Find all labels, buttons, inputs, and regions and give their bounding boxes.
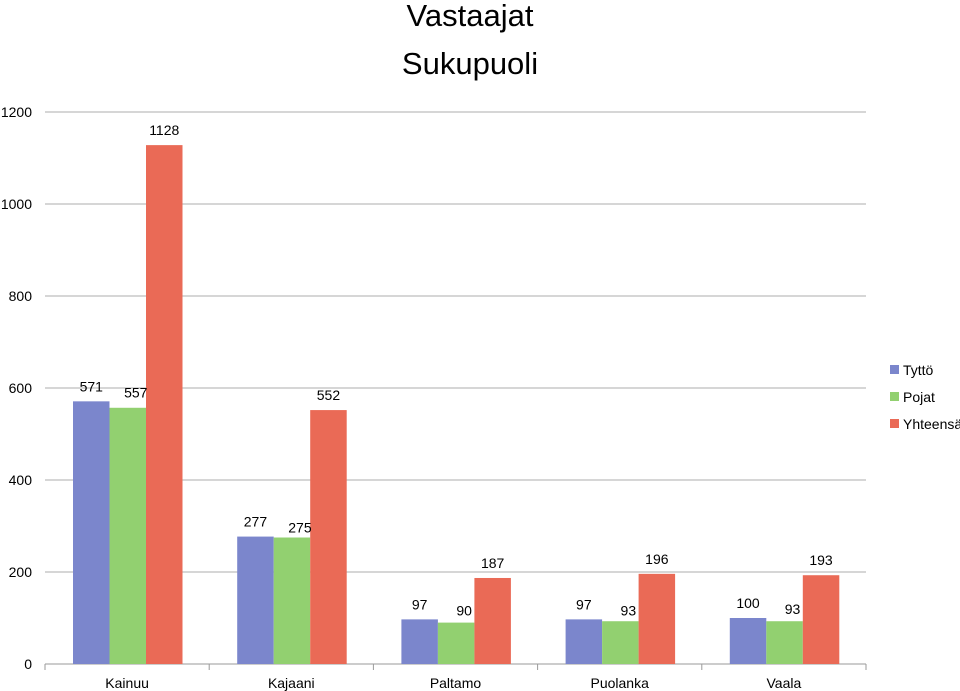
data-label: 90 <box>456 602 472 618</box>
data-label: 93 <box>785 601 801 617</box>
data-label: 187 <box>481 555 505 571</box>
bar <box>273 537 311 664</box>
legend-swatch <box>890 392 899 401</box>
bar <box>109 407 146 664</box>
y-tick-label: 1000 <box>1 196 32 212</box>
data-label: 557 <box>124 384 148 400</box>
legend-label: Tyttö <box>903 362 934 378</box>
legend-label: Pojat <box>903 389 935 405</box>
bar <box>729 618 767 664</box>
data-label: 97 <box>412 596 428 612</box>
data-label: 1128 <box>149 122 179 138</box>
x-category-label: Puolanka <box>591 675 650 691</box>
y-tick-label: 200 <box>9 564 33 580</box>
data-label: 196 <box>645 551 669 567</box>
bar <box>73 401 110 664</box>
y-tick-label: 400 <box>9 472 33 488</box>
data-label: 275 <box>288 520 312 536</box>
data-labels: 571 557 1128 277 275 552 97 90 187 97 93 196 100 93 19… <box>80 122 833 618</box>
bar <box>638 573 676 664</box>
bar <box>401 619 438 664</box>
chart-title-line-1: Vastaajat <box>407 0 534 33</box>
x-category-label: Kainuu <box>105 675 149 691</box>
legend: Tyttö Pojat Yhteensä <box>890 362 960 432</box>
data-label: 571 <box>80 378 104 394</box>
data-label: 97 <box>576 596 592 612</box>
data-label: 277 <box>244 514 268 530</box>
y-tick-label: 0 <box>24 656 32 672</box>
data-label: 193 <box>809 552 833 568</box>
legend-swatch <box>890 365 899 374</box>
y-tick-label: 1200 <box>1 104 32 120</box>
bar <box>565 619 603 664</box>
legend-label: Yhteensä <box>903 416 960 432</box>
bar <box>437 622 475 664</box>
bar <box>310 410 347 664</box>
bar <box>474 577 511 664</box>
data-label: 100 <box>736 595 760 611</box>
bar <box>802 575 840 664</box>
x-category-label: Kajaani <box>268 675 315 691</box>
bar <box>146 145 183 664</box>
data-label: 93 <box>621 602 637 618</box>
data-label: 552 <box>317 387 341 403</box>
chart-title-line-2: Sukupuoli <box>402 46 538 81</box>
bar <box>766 621 803 664</box>
x-category-label: Vaala <box>767 675 802 691</box>
bar <box>237 536 274 664</box>
legend-swatch <box>890 419 899 428</box>
bar <box>602 621 639 664</box>
y-tick-label: 800 <box>9 288 33 304</box>
bars <box>73 145 840 664</box>
x-category-label: Paltamo <box>430 675 482 691</box>
y-tick-label: 600 <box>9 380 33 396</box>
